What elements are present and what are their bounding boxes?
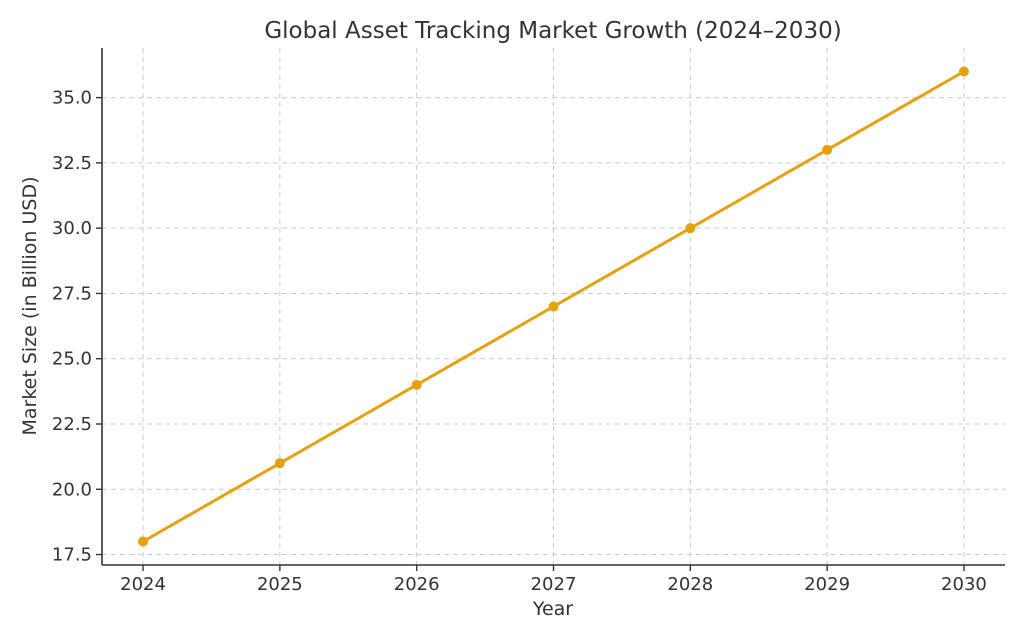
grid: [102, 48, 1005, 565]
y-tick-label-32.5: 32.5: [52, 153, 92, 174]
data-point-2029: [822, 144, 833, 155]
data-point-2024: [138, 536, 149, 547]
y-tick-label-30.0: 30.0: [52, 218, 92, 239]
data-point-2026: [411, 379, 422, 390]
data-point-2028: [685, 223, 696, 234]
data-point-2030: [958, 66, 969, 77]
x-tick-label-2025: 2025: [257, 574, 303, 595]
data-point-2027: [548, 301, 559, 312]
series-layer: [138, 66, 969, 547]
y-tick-label-35.0: 35.0: [52, 88, 92, 109]
x-tick-label-2030: 2030: [941, 574, 987, 595]
y-tick-label-22.5: 22.5: [52, 414, 92, 435]
y-tick-label-25.0: 25.0: [52, 349, 92, 370]
tick-labels: 2024 2025 2026 2027 2028 2029 2030 17.5 20.0 22.5…: [52, 88, 987, 595]
y-tick-label-17.5: 17.5: [52, 545, 92, 566]
chart-title: Global Asset Tracking Market Growth (202…: [264, 18, 841, 44]
y-tick-label-20.0: 20.0: [52, 479, 92, 500]
y-axis-label: Market Size (in Billion USD): [19, 176, 41, 435]
x-axis-label: Year: [532, 598, 573, 620]
axes: [96, 48, 1005, 571]
x-tick-label-2029: 2029: [804, 574, 850, 595]
data-point-2025: [274, 458, 285, 469]
x-tick-label-2027: 2027: [531, 574, 577, 595]
x-tick-label-2024: 2024: [120, 574, 166, 595]
x-tick-label-2028: 2028: [667, 574, 713, 595]
x-tick-label-2026: 2026: [394, 574, 440, 595]
y-tick-label-27.5: 27.5: [52, 283, 92, 304]
